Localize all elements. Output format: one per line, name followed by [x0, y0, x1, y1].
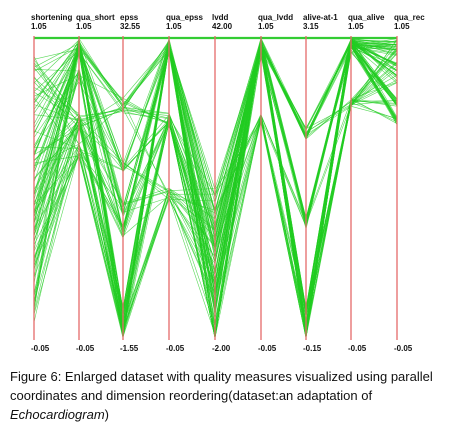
axis-max-label: 1.05	[394, 22, 410, 31]
axis-min-label: -0.05	[348, 344, 367, 353]
axis-title: qua_alive	[348, 13, 385, 22]
caption-text: Figure 6: Enlarged dataset with quality …	[10, 369, 433, 403]
axis-min-label: -0.05	[166, 344, 185, 353]
caption-end: )	[104, 407, 109, 422]
axes	[33, 36, 398, 340]
axis-min-label: -1.55	[120, 344, 139, 353]
axis-min-label: -0.05	[258, 344, 277, 353]
axis-title: lvdd	[212, 13, 229, 22]
parallel-coordinates-plot: shortening1.05-0.05qua_short1.05-0.05eps…	[31, 13, 425, 353]
axis-title: shortening	[31, 13, 72, 22]
axis-max-label: 1.05	[76, 22, 92, 31]
axis-title: qua_lvdd	[258, 13, 293, 22]
axis-max-label: 32.55	[120, 22, 141, 31]
axis-labels: shortening1.05-0.05qua_short1.05-0.05eps…	[31, 13, 425, 353]
caption-dataset-name: Echocardiogram	[10, 407, 105, 422]
axis-max-label: 42.00	[212, 22, 233, 31]
axis-title: qua_rec	[394, 13, 425, 22]
axis-title: alive-at-1	[303, 13, 338, 22]
axis-title: epss	[120, 13, 139, 22]
axis-max-label: 1.05	[166, 22, 182, 31]
axis-min-label: -2.00	[212, 344, 231, 353]
axis-max-label: 1.05	[258, 22, 274, 31]
axis-max-label: 1.05	[348, 22, 364, 31]
axis-title: qua_short	[76, 13, 115, 22]
axis-min-label: -0.15	[303, 344, 322, 353]
axis-min-label: -0.05	[31, 344, 50, 353]
axis-min-label: -0.05	[76, 344, 95, 353]
figure-caption: Figure 6: Enlarged dataset with quality …	[10, 367, 450, 424]
axis-title: qua_epss	[166, 13, 203, 22]
axis-max-label: 1.05	[31, 22, 47, 31]
axis-min-label: -0.05	[394, 344, 413, 353]
axis-max-label: 3.15	[303, 22, 319, 31]
